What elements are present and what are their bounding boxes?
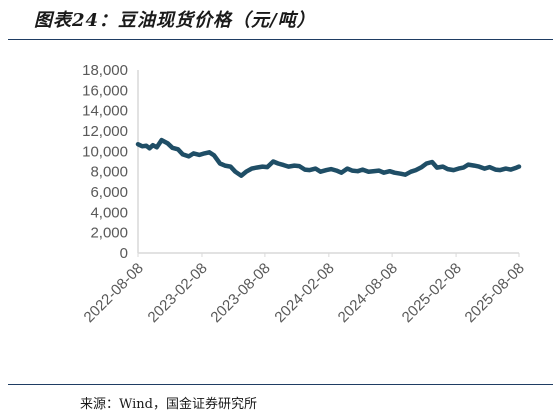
x-tick-label: 2022-08-08	[81, 260, 147, 326]
line-chart: 0 2,000 4,000 6,000 8,000 10,000 12,000 14,000 1…	[81, 62, 528, 326]
page-title: 图表24：豆油现货价格（元/吨）	[34, 10, 316, 31]
y-tick-label: 10,000	[82, 143, 128, 160]
x-tick-label: 2024-02-08	[271, 260, 337, 326]
y-tick-label: 2,000	[90, 225, 128, 242]
x-tick-labels: 2022-08-082023-02-082023-08-082024-02-08…	[81, 253, 528, 326]
x-tick-label: 2023-02-08	[145, 260, 211, 326]
title-rule	[8, 39, 553, 40]
y-tick-label: 18,000	[82, 62, 128, 79]
y-tick-labels: 0 2,000 4,000 6,000 8,000 10,000 12,000 14,000 1…	[82, 62, 128, 262]
y-tick-label: 0	[120, 245, 128, 262]
x-tick-label: 2025-02-08	[399, 260, 465, 326]
y-tick-label: 16,000	[82, 82, 128, 99]
y-tick-label: 12,000	[82, 123, 128, 140]
y-tick-label: 4,000	[90, 204, 128, 221]
y-tick-label: 6,000	[90, 184, 128, 201]
x-tick-label: 2023-08-08	[207, 260, 273, 326]
footer-rule	[8, 384, 553, 385]
x-tick-label: 2024-08-08	[335, 260, 401, 326]
y-tick-label: 8,000	[90, 164, 128, 181]
series-line	[135, 137, 522, 178]
y-tick-label: 14,000	[82, 103, 128, 120]
source-note: 来源：Wind，国金证券研究所	[80, 397, 257, 412]
x-tick-label: 2025-08-08	[462, 260, 528, 326]
